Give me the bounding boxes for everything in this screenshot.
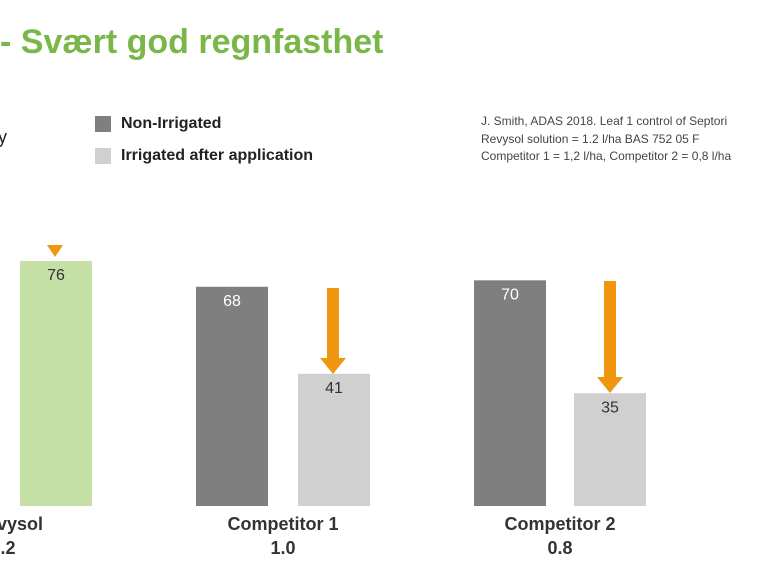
- note-line: Competitor 1 = 1,2 l/ha, Competitor 2 = …: [481, 149, 731, 163]
- bar: [196, 286, 268, 506]
- value-label: 70: [501, 287, 519, 304]
- side-text: y: [0, 127, 7, 147]
- bar: [474, 280, 546, 506]
- category-label: vysol: [0, 514, 43, 534]
- slide-title: - Svært god regnfasthet: [0, 23, 383, 61]
- legend-swatch: [95, 116, 111, 132]
- arrow: [597, 377, 623, 393]
- arrow: [47, 245, 63, 257]
- category-rate: .2: [0, 538, 15, 558]
- value-label: 76: [47, 267, 65, 284]
- value-label: 41: [325, 380, 343, 397]
- legend-label: Non-Irrigated: [121, 115, 221, 132]
- bar: [298, 373, 370, 506]
- legend-swatch: [95, 148, 111, 164]
- note-line: J. Smith, ADAS 2018. Leaf 1 control of S…: [481, 114, 727, 128]
- arrow: [604, 281, 616, 377]
- legend-label: Irrigated after application: [121, 147, 313, 164]
- category-rate: 0.8: [547, 538, 572, 558]
- arrows: [47, 245, 623, 393]
- bar: [20, 260, 92, 506]
- category-label: Competitor 2: [504, 514, 615, 534]
- note-line: Revysol solution = 1.2 l/ha BAS 752 05 F: [481, 132, 699, 146]
- arrow: [327, 288, 339, 358]
- category-rate: 1.0: [270, 538, 295, 558]
- category-label: Competitor 1: [227, 514, 338, 534]
- value-label: 68: [223, 293, 241, 310]
- arrow: [320, 358, 346, 374]
- bar: [574, 393, 646, 506]
- value-label: 35: [601, 399, 619, 416]
